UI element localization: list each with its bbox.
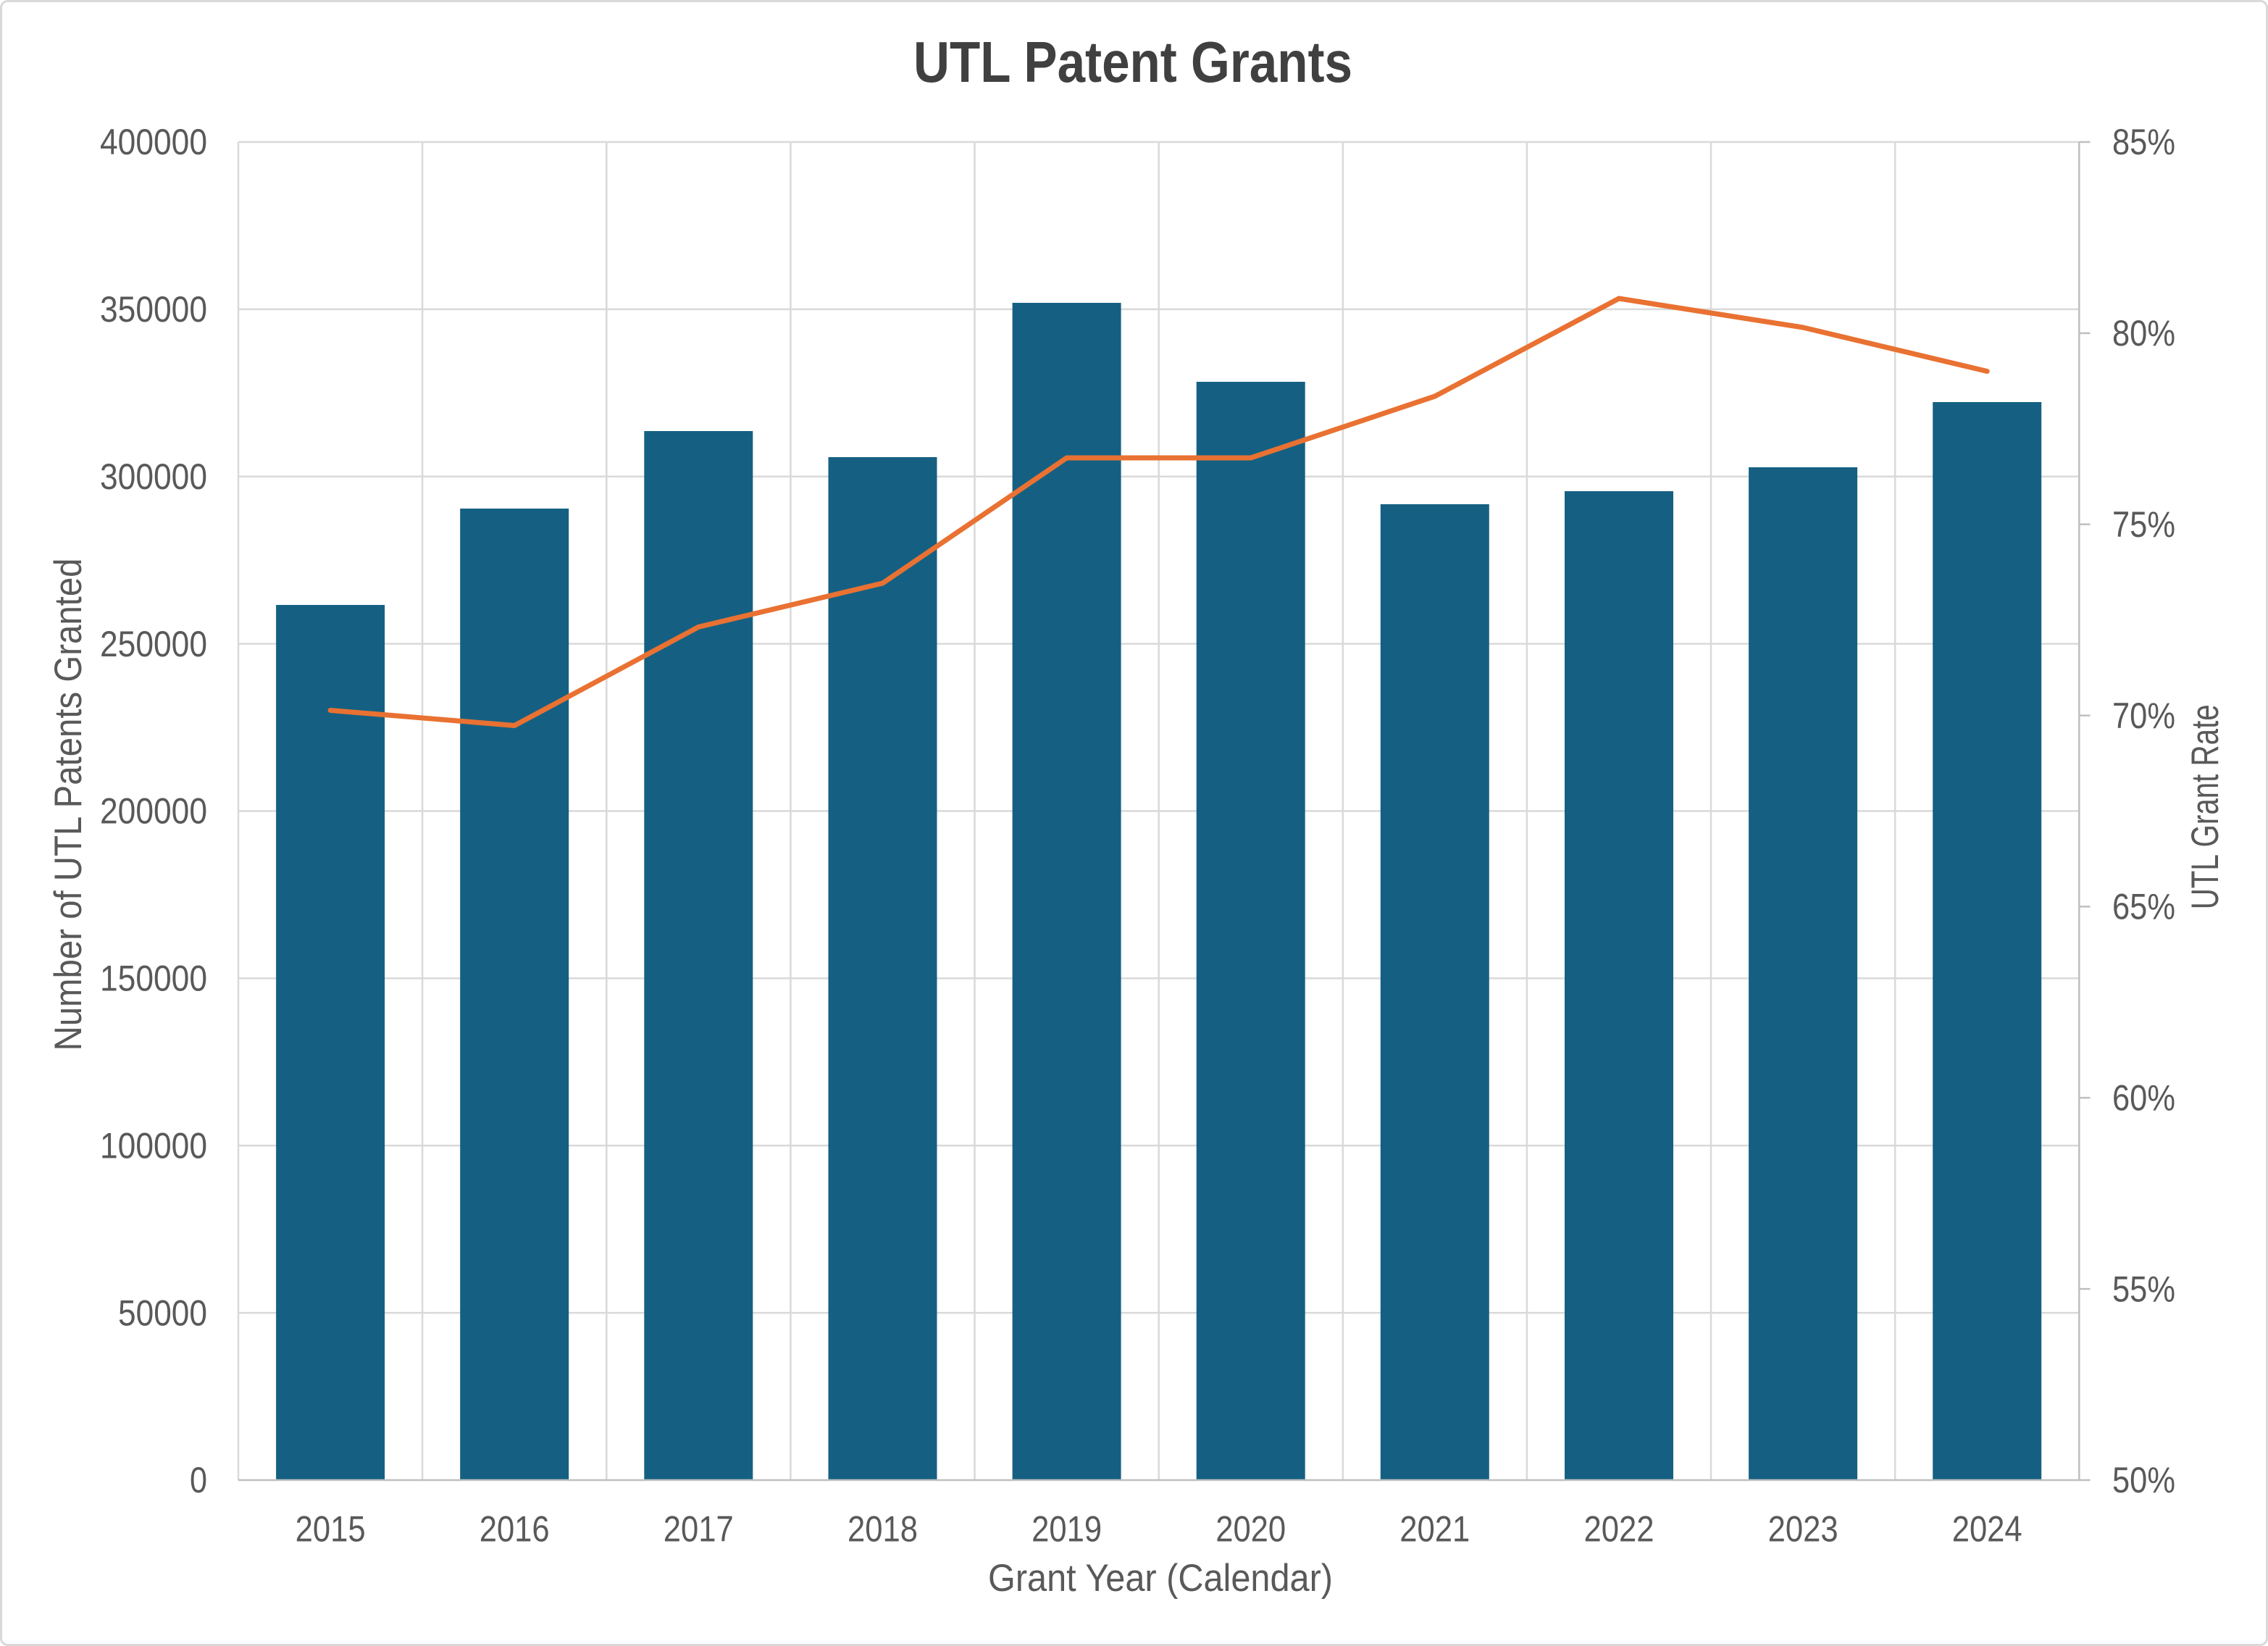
svg-text:2019: 2019: [1032, 1509, 1102, 1550]
svg-text:75%: 75%: [2112, 504, 2175, 545]
svg-text:2024: 2024: [1952, 1509, 2022, 1550]
svg-text:Grant Year (Calendar): Grant Year (Calendar): [988, 1557, 1333, 1600]
svg-text:Number of UTL Patents Granted: Number of UTL Patents Granted: [47, 559, 90, 1051]
svg-text:65%: 65%: [2112, 887, 2175, 927]
svg-text:50000: 50000: [118, 1292, 207, 1333]
svg-text:2018: 2018: [848, 1509, 918, 1550]
svg-text:60%: 60%: [2112, 1078, 2175, 1119]
svg-text:50%: 50%: [2112, 1460, 2175, 1500]
svg-text:2020: 2020: [1215, 1509, 1286, 1550]
svg-text:2022: 2022: [1584, 1509, 1654, 1550]
svg-text:2016: 2016: [480, 1509, 550, 1550]
svg-text:400000: 400000: [100, 122, 207, 162]
svg-text:2021: 2021: [1399, 1509, 1470, 1550]
svg-text:100000: 100000: [100, 1125, 207, 1166]
svg-text:55%: 55%: [2112, 1269, 2175, 1309]
svg-text:80%: 80%: [2112, 313, 2175, 354]
svg-text:2023: 2023: [1768, 1509, 1838, 1550]
svg-text:350000: 350000: [100, 289, 207, 330]
svg-text:200000: 200000: [100, 791, 207, 832]
svg-text:70%: 70%: [2112, 695, 2175, 736]
svg-text:150000: 150000: [100, 958, 207, 999]
svg-text:300000: 300000: [100, 456, 207, 497]
svg-text:0: 0: [190, 1460, 207, 1500]
svg-text:UTL Grant Rate: UTL Grant Rate: [2184, 704, 2227, 909]
svg-text:85%: 85%: [2112, 122, 2175, 162]
svg-text:UTL Patent Grants: UTL Patent Grants: [913, 30, 1352, 94]
svg-text:2017: 2017: [664, 1509, 734, 1550]
svg-text:2015: 2015: [296, 1509, 366, 1550]
svg-text:250000: 250000: [100, 624, 207, 664]
